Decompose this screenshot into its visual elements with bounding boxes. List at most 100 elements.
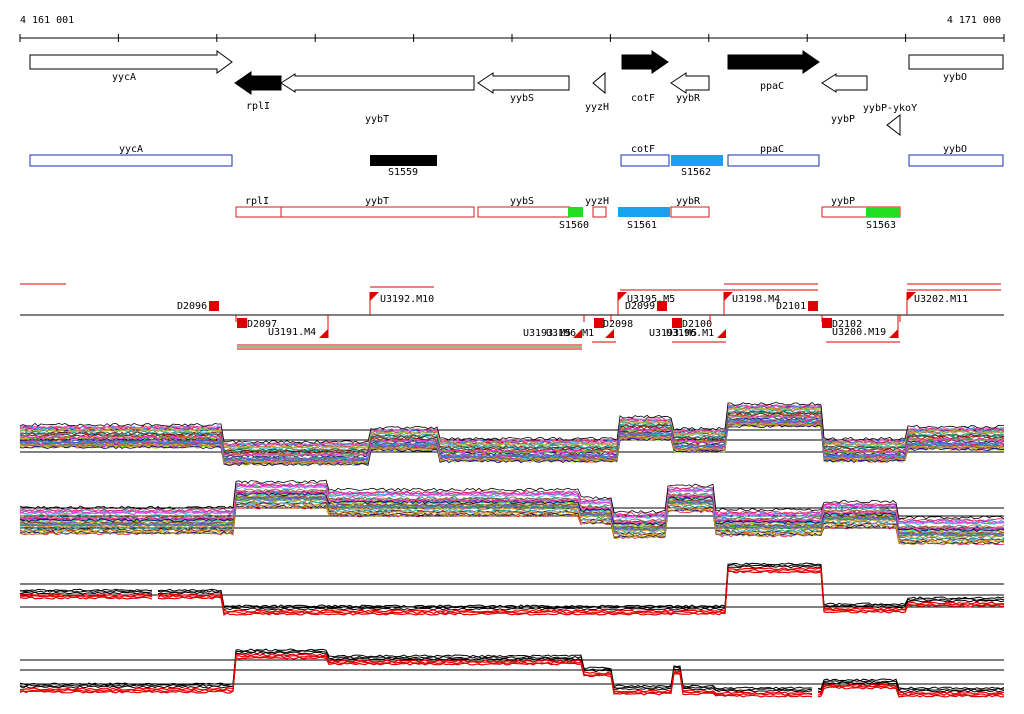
overlap-cluster-yybS[interactable]: U3193.M5 U3196.M1 [523,328,614,339]
downshift-D2101[interactable]: D2101 [776,301,818,312]
segment-S1563[interactable] [866,207,900,217]
expression-trace [19,483,1005,524]
transcript-label-yybR: yybR [676,196,701,207]
upshift-label: U3198.M4 [732,294,780,305]
expression-trace [19,504,1005,545]
gene-label-ppaC: ppaC [760,81,784,92]
transcript-label-yybS: yybS [510,196,534,207]
downshift-label: D2096 [177,301,207,312]
downshift-label: D2099 [625,301,655,312]
annotation-label-cotF: cotF [631,144,655,155]
segment-S1560[interactable] [568,207,583,217]
gene-arrow-rplI[interactable] [234,71,282,95]
gene-track: yycA rplI yybT yybS yyzH cotF yybR ppaC … [29,50,1004,137]
expression-trace [19,565,1005,611]
transcript-label-yyzH: yyzH [585,196,609,207]
upshift-label: U3195.M5 [627,294,675,305]
gene-label-yybT: yybT [365,114,389,125]
gene-arrow-yybP[interactable] [821,73,868,93]
annotation-box-yycA[interactable] [29,154,233,167]
downshift-label: D2097 [247,319,277,330]
annotation-label-yybO: yybO [943,144,967,155]
annotation-label-ppaC: ppaC [760,144,784,155]
overlap-label: U3193.M5 [523,328,571,339]
expression-trace [19,497,1005,537]
gene-label-yybO: yybO [943,72,967,83]
gene-arrow-ppaC[interactable] [727,50,820,74]
transcript-label-rplI: rplI [245,196,269,207]
downshift-label: D2102 [832,319,862,330]
overlap-cluster-yybR[interactable]: U3193.M5 U3196.M1 [649,328,726,339]
upshift-U3202.M11[interactable]: U3202.M11 [906,292,968,315]
downshift-D2097[interactable]: D2097 [237,318,277,330]
downshift-D2096[interactable]: D2096 [177,301,219,312]
shift-marker-track: U3192.M10 U3195.M5 U3198.M4 U3202.M11 U3… [20,283,1004,350]
expression-trace [19,407,1005,450]
annotation-box-yybO[interactable] [908,154,1004,167]
expression-trace [19,492,1005,533]
transcript-box-yybS[interactable] [477,206,571,218]
gene-label-cotF: cotF [631,93,655,104]
gene-arrow-yybT[interactable] [280,73,475,93]
annotation-box-cotF[interactable] [620,154,670,167]
gene-arrow-yybP-ykoY[interactable] [886,113,901,137]
ruler-end-label: 4 171 000 [947,15,1001,26]
annotation-box-ppaC[interactable] [727,154,820,167]
gene-label-yybS: yybS [510,93,534,104]
downshift-D2100[interactable]: D2100 [672,318,712,330]
overlap-label: U3196.M1 [546,328,594,339]
expression-trace [19,656,1005,698]
expression-panel-3 [19,562,1005,616]
segment-S1562[interactable] [671,155,723,166]
gene-arrow-yyzH[interactable] [592,71,606,95]
segment-S1559[interactable] [370,155,437,166]
expression-trace [19,651,1005,693]
annotation-label-yycA: yycA [119,144,143,155]
segment-S1561[interactable] [618,207,670,217]
annotation-track: yycA cotF ppaC yybO S1559 S1562 [29,144,1004,178]
transcript-box-yybR[interactable] [670,206,710,218]
expression-trace [19,422,1005,465]
expression-trace [19,424,1005,467]
downshift-label: D2098 [603,319,633,330]
transcript-track: rplI yybT yybS yyzH yybR yybP S1560 S156… [235,196,901,231]
upshift-U3195.M5[interactable]: U3195.M5 [617,292,675,315]
expression-trace [19,414,1005,457]
expression-trace [19,496,1005,537]
expression-trace [19,567,1004,613]
transcript-box-yybT[interactable] [280,206,475,218]
gene-label-yybP: yybP [831,114,855,125]
gene-arrow-yycA[interactable] [29,50,233,74]
expression-trace [19,407,1005,449]
upshift-label: U3192.M10 [380,294,434,305]
transcript-box-rplI[interactable] [235,206,282,218]
gene-box-yybO[interactable] [908,54,1004,70]
downshift-label: D2101 [776,301,806,312]
expression-trace [20,490,1005,530]
downshift-D2098[interactable]: D2098 [594,318,633,330]
upshift-U3192.M10[interactable]: U3192.M10 [369,292,434,315]
expression-trace [19,648,1005,690]
gene-arrow-yybR[interactable] [670,72,710,94]
expression-trace [19,570,1005,616]
upshift-U3191.M4[interactable]: U3191.M4 [268,315,329,338]
transcript-box-yyzH[interactable] [592,206,607,218]
small-shift-ticks [235,315,901,322]
expression-trace [19,488,1005,529]
downshift-D2102[interactable]: D2102 [822,318,862,330]
gene-label-yybP-ykoY: yybP-ykoY [863,103,917,114]
transcript-label-yybT: yybT [365,196,389,207]
gene-arrow-cotF[interactable] [621,50,669,74]
downshift-label: D2100 [682,319,712,330]
expression-trace [19,409,1005,452]
upshift-U3198.M4[interactable]: U3198.M4 [723,292,780,315]
expression-trace [19,498,1005,539]
upshift-U3200.M19[interactable]: U3200.M19 [832,315,899,338]
downshift-D2099[interactable]: D2099 [625,301,667,312]
gene-label-rplI: rplI [246,101,270,112]
expression-trace [19,568,1005,615]
expression-trace [19,410,1005,453]
gene-arrow-yybS[interactable] [477,72,570,94]
expression-panel-4 [19,648,1005,698]
expression-trace [19,564,1005,609]
